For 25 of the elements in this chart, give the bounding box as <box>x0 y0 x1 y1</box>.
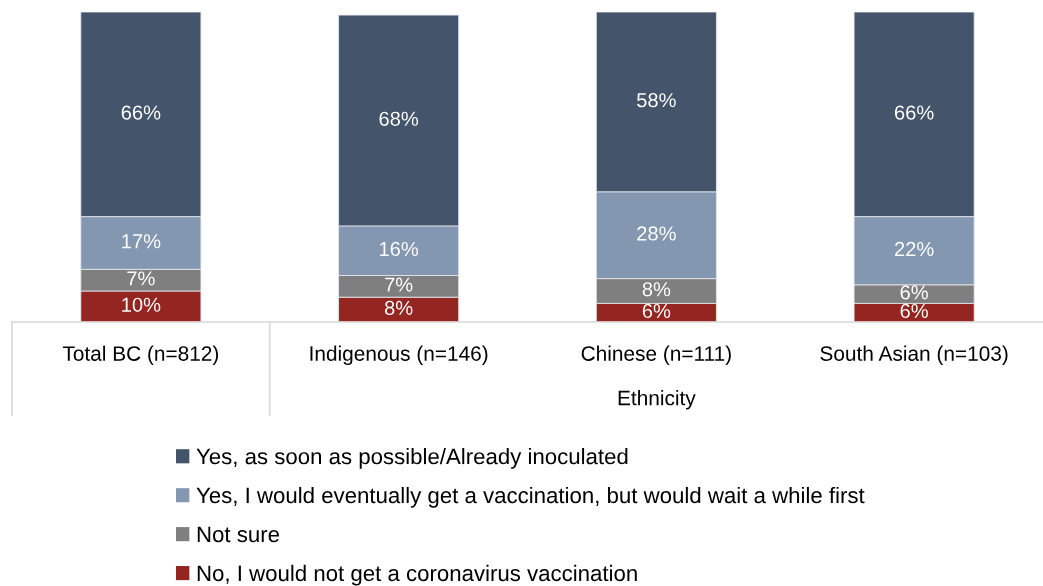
data-label: 6% <box>900 285 928 300</box>
data-label: 6% <box>900 303 928 319</box>
text: Ethnicity <box>618 390 696 410</box>
x-tick-label: South Asian (n=103) <box>820 345 1008 366</box>
x-tick-label: Chinese (n=111) <box>581 345 731 366</box>
data-label: 66% <box>121 105 161 120</box>
data-label: 8% <box>384 300 413 316</box>
data-label: 8% <box>642 282 671 297</box>
x-tick-label: Total BC (n=812) <box>62 345 219 366</box>
data-label: 17% <box>122 234 161 249</box>
data-label: 68% <box>379 111 419 126</box>
data-label: 7% <box>127 271 155 286</box>
data-label: 10% <box>122 297 161 312</box>
x-tick-label: Indigenous (n=146) <box>310 345 488 366</box>
legend-label: No, I would not get a coronavirus vaccination <box>197 564 637 586</box>
legend-label: Yes, as soon as possible/Already inoculated <box>196 448 628 469</box>
data-label: 6% <box>642 303 671 319</box>
legend-label: Not sure <box>197 526 279 543</box>
data-label: 16% <box>380 241 419 257</box>
data-label: 58% <box>637 93 676 108</box>
data-label: 22% <box>894 241 934 257</box>
data-label: 7% <box>385 277 413 292</box>
data-label: 28% <box>637 226 676 241</box>
data-label: 66% <box>894 105 934 120</box>
legend-label: Yes, I would eventually get a vaccination, but would wait a while first <box>196 486 865 508</box>
